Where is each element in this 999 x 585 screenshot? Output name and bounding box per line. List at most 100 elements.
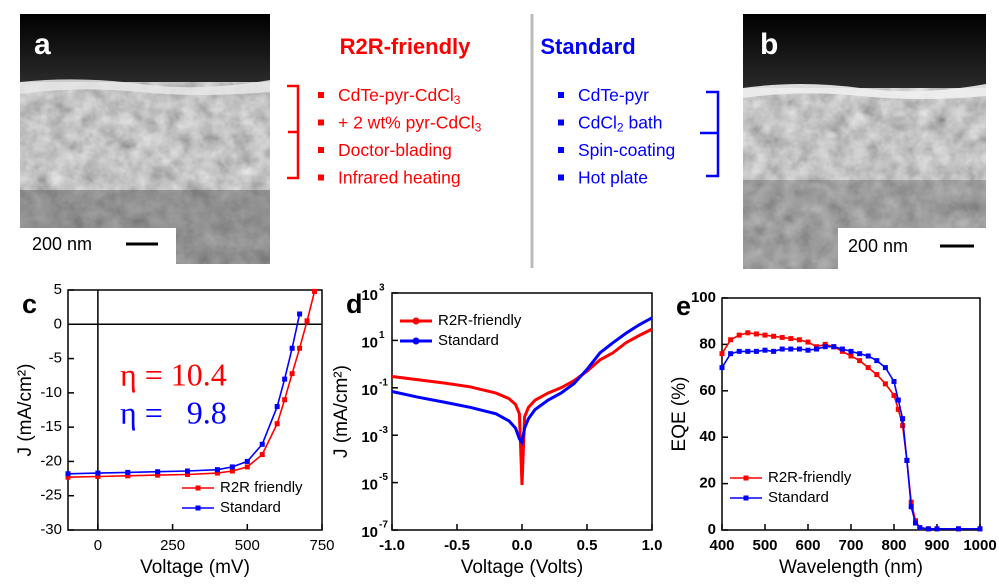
marker xyxy=(719,365,725,371)
x-tick-label: 750 xyxy=(309,537,334,554)
y-tick-label: 20 xyxy=(699,475,716,492)
x-tick-label: 0.0 xyxy=(512,537,533,554)
sem-image-a: 200 nm a xyxy=(20,14,270,264)
x-tick-label: 500 xyxy=(752,537,777,554)
marker xyxy=(874,358,880,364)
x-tick-label: 900 xyxy=(924,537,949,554)
marker xyxy=(977,526,983,532)
x-tick-label: -0.5 xyxy=(444,537,470,554)
list-item: CdTe-pyr-CdCl3 xyxy=(338,85,461,108)
annotation: η = 10.4 xyxy=(120,356,227,392)
panel-label: c xyxy=(22,289,37,319)
y-tick-label: 5 xyxy=(54,281,62,298)
marker xyxy=(908,504,914,510)
marker xyxy=(274,421,280,427)
legend-marker xyxy=(195,485,201,491)
text-part: Infrared heating xyxy=(338,167,461,187)
x-tick-label: 1.0 xyxy=(642,537,663,554)
marker xyxy=(925,526,931,532)
column-title: R2R-friendly xyxy=(340,34,472,59)
marker xyxy=(865,353,871,359)
list-item: CdTe-pyr xyxy=(578,85,649,105)
legend-label: R2R-friendly xyxy=(768,469,852,486)
legend-label: R2R-friendly xyxy=(438,312,522,329)
marker xyxy=(891,379,897,385)
marker xyxy=(282,397,288,403)
marker xyxy=(882,381,888,387)
marker xyxy=(728,351,734,357)
scale-bar-label: 200 nm xyxy=(848,236,908,256)
list-item: Doctor-blading xyxy=(338,140,452,160)
y-tick-label: 10 xyxy=(361,524,378,541)
text-part: CdTe-pyr-CdCl xyxy=(338,85,454,105)
y-tick-label: 60 xyxy=(699,382,716,399)
x-tick-label: 500 xyxy=(235,537,260,554)
marker xyxy=(259,452,265,458)
x-axis-label: Wavelength (nm) xyxy=(779,557,923,578)
x-tick-label: 1000 xyxy=(963,537,996,554)
x-tick-label: 0.5 xyxy=(577,537,598,554)
legend-marker xyxy=(743,475,749,481)
marker xyxy=(831,344,837,350)
marker xyxy=(736,348,742,354)
marker xyxy=(274,404,280,410)
marker xyxy=(874,372,880,378)
marker xyxy=(155,469,161,475)
marker xyxy=(857,358,863,364)
marker xyxy=(753,331,759,337)
marker xyxy=(745,348,751,354)
marker xyxy=(882,365,888,371)
text-part: CdTe-pyr xyxy=(578,85,649,105)
y-tick-exponent: -7 xyxy=(379,520,388,531)
bullet xyxy=(318,147,324,153)
y-tick-label: -30 xyxy=(40,521,62,538)
bracket xyxy=(700,90,720,178)
marker xyxy=(312,288,318,294)
y-axis-label: EQE (%) xyxy=(669,377,690,452)
marker xyxy=(848,348,854,354)
list-item: Spin-coating xyxy=(578,140,675,160)
text-part: Doctor-blading xyxy=(338,140,452,160)
bullet xyxy=(558,119,564,126)
bullet xyxy=(318,174,324,181)
marker xyxy=(95,474,101,480)
x-tick-label: 700 xyxy=(838,537,863,554)
marker xyxy=(762,347,768,353)
y-tick-label: 40 xyxy=(699,428,716,445)
plot-frame xyxy=(721,297,981,531)
marker xyxy=(229,464,235,470)
sem-image-b: 200 nm b xyxy=(743,14,986,269)
y-axis-label: J (mA/cm²) xyxy=(331,365,352,458)
text-part: Spin-coating xyxy=(578,140,675,160)
marker xyxy=(244,458,250,464)
y-tick-exponent: -3 xyxy=(379,425,388,436)
subscript: 3 xyxy=(475,121,482,135)
marker xyxy=(289,371,295,377)
y-tick-label: 10 xyxy=(361,382,378,399)
x-tick-label: 600 xyxy=(795,537,820,554)
y-tick-label: -20 xyxy=(40,452,62,469)
marker xyxy=(125,469,131,475)
marker xyxy=(155,472,161,478)
column-title: Standard xyxy=(540,34,635,59)
marker xyxy=(745,330,751,336)
marker xyxy=(917,525,923,531)
marker xyxy=(900,416,906,422)
marker xyxy=(822,344,828,350)
marker xyxy=(185,468,191,474)
marker xyxy=(304,318,310,324)
bullet xyxy=(558,147,564,153)
y-tick-label: 0 xyxy=(54,315,62,332)
panel-label: b xyxy=(760,28,778,61)
y-tick-label: -10 xyxy=(40,384,62,401)
marker xyxy=(214,467,220,473)
x-axis-label: Voltage (mV) xyxy=(140,557,250,578)
marker xyxy=(865,365,871,371)
marker xyxy=(904,457,910,463)
marker xyxy=(913,520,918,526)
marker xyxy=(95,470,101,476)
legend-marker xyxy=(195,505,201,511)
marker xyxy=(956,526,961,532)
marker xyxy=(771,333,777,339)
